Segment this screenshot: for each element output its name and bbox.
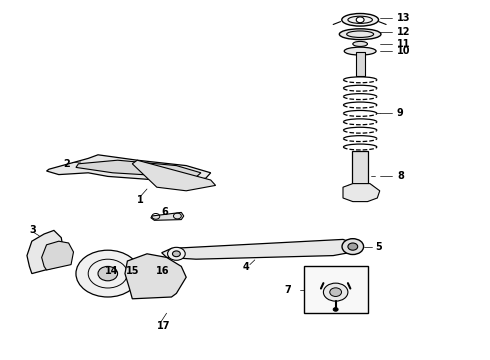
- Text: 3: 3: [29, 225, 36, 235]
- Ellipse shape: [353, 41, 368, 46]
- Circle shape: [76, 250, 140, 297]
- Polygon shape: [42, 241, 74, 270]
- Text: 11: 11: [397, 39, 411, 49]
- Circle shape: [348, 243, 358, 250]
- Text: 4: 4: [243, 262, 249, 272]
- Bar: [304, 266, 368, 313]
- Polygon shape: [27, 230, 64, 274]
- Polygon shape: [76, 160, 201, 177]
- Text: 1: 1: [137, 195, 144, 205]
- Text: 14: 14: [105, 266, 119, 276]
- Text: 2: 2: [64, 159, 71, 169]
- Circle shape: [356, 17, 364, 23]
- Text: 7: 7: [285, 285, 292, 295]
- Text: 5: 5: [375, 242, 382, 252]
- Circle shape: [168, 247, 185, 260]
- Ellipse shape: [339, 29, 381, 40]
- Circle shape: [333, 307, 338, 311]
- Polygon shape: [132, 160, 216, 191]
- Text: 16: 16: [156, 266, 170, 276]
- Bar: [352, 151, 368, 187]
- Circle shape: [342, 239, 364, 255]
- Bar: [348, 185, 372, 198]
- Text: 13: 13: [397, 13, 411, 23]
- Polygon shape: [151, 212, 184, 220]
- Polygon shape: [47, 155, 211, 182]
- Text: 6: 6: [162, 207, 169, 217]
- Text: 12: 12: [397, 27, 411, 37]
- Circle shape: [172, 251, 180, 257]
- Polygon shape: [162, 239, 358, 259]
- Circle shape: [323, 283, 348, 301]
- Ellipse shape: [344, 47, 376, 55]
- Text: 9: 9: [397, 108, 404, 118]
- Bar: [356, 52, 365, 76]
- Polygon shape: [125, 254, 186, 299]
- Text: 10: 10: [397, 46, 411, 56]
- Text: 15: 15: [126, 266, 140, 276]
- Circle shape: [98, 266, 118, 281]
- Ellipse shape: [342, 14, 378, 26]
- Text: 8: 8: [397, 171, 404, 181]
- Polygon shape: [343, 184, 380, 202]
- Text: 17: 17: [157, 321, 171, 331]
- Circle shape: [330, 288, 342, 297]
